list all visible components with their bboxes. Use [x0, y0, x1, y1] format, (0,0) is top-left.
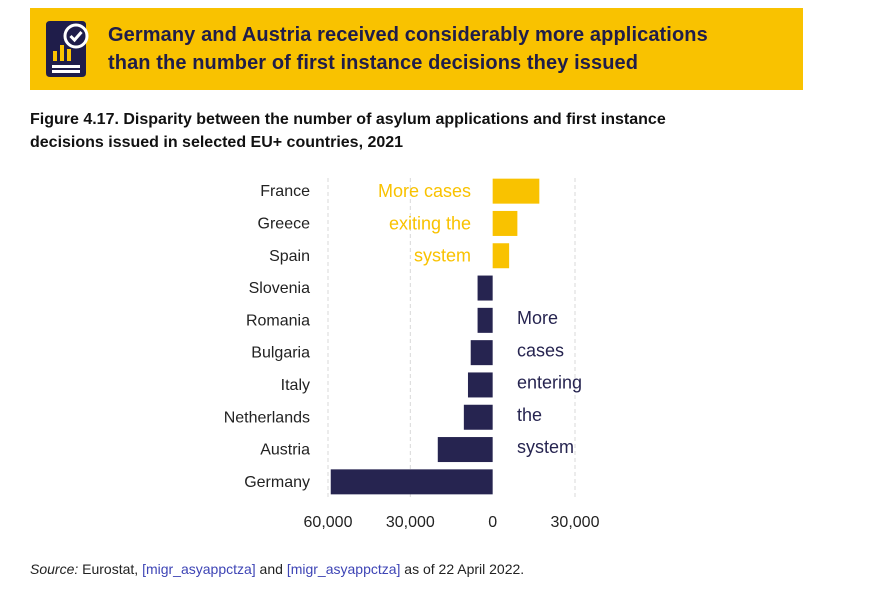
source-label: Source:: [30, 561, 79, 577]
category-label-italy: Italy: [281, 377, 310, 394]
source-link-1[interactable]: [migr_asyappctza]: [142, 561, 256, 577]
category-label-slovenia: Slovenia: [249, 280, 310, 297]
bar-slovenia: [477, 275, 493, 301]
annotation-entering-line-4: system: [517, 437, 574, 457]
bar-germany: [330, 469, 493, 495]
document-chart-check-icon: [46, 21, 89, 77]
bar-italy: [467, 372, 493, 398]
annotation-exiting-line-2: system: [414, 246, 471, 266]
bar-bulgaria: [470, 340, 493, 366]
bar-romania: [477, 307, 493, 333]
source-text-1: Eurostat,: [82, 561, 143, 577]
x-tick-label-0: 60,000: [304, 514, 353, 531]
banner-title-line-2: than the number of first instance decisi…: [108, 52, 639, 74]
category-label-netherlands: Netherlands: [224, 409, 310, 426]
figure-caption-line-1: Figure 4.17. Disparity between the numbe…: [30, 111, 666, 128]
headline-banner: Germany and Austria received considerabl…: [30, 8, 803, 90]
category-label-bulgaria: Bulgaria: [251, 345, 310, 362]
x-tick-label-1: 30,000: [386, 514, 435, 531]
source-text-2: and: [255, 561, 287, 577]
bar-greece: [492, 210, 518, 236]
category-label-germany: Germany: [244, 474, 310, 491]
figure-caption: Figure 4.17. Disparity between the numbe…: [30, 108, 790, 154]
bar-netherlands: [463, 404, 493, 430]
source-link-2[interactable]: [migr_asyappctza]: [286, 561, 401, 577]
banner-title: Germany and Austria received considerabl…: [108, 21, 708, 77]
x-tick-label-3: 30,000: [551, 514, 600, 531]
annotation-entering-line-1: cases: [517, 340, 564, 360]
banner-title-line-1: Germany and Austria received considerabl…: [108, 24, 708, 46]
figure-caption-line-2: decisions issued in selected EU+ countri…: [30, 134, 404, 151]
bar-austria: [437, 437, 493, 463]
category-label-greece: Greece: [258, 215, 311, 232]
source-text-3: as of 22 April 2022.: [400, 561, 525, 577]
annotation-entering-line-0: More: [517, 308, 558, 328]
category-label-romania: Romania: [246, 312, 310, 329]
annotation-exiting-line-0: More cases: [378, 181, 471, 201]
annotation-entering-line-2: entering: [517, 373, 582, 393]
source-note: Source: Eurostat, [migr_asyappctza] and …: [30, 561, 524, 577]
bar-france: [492, 178, 540, 204]
category-label-spain: Spain: [269, 248, 310, 265]
bar-spain: [492, 243, 510, 269]
category-label-austria: Austria: [260, 442, 310, 459]
x-tick-label-2: 0: [488, 514, 497, 531]
annotation-exiting-line-1: exiting the: [389, 213, 471, 233]
category-label-france: France: [260, 183, 310, 200]
annotation-entering-line-3: the: [517, 405, 542, 425]
